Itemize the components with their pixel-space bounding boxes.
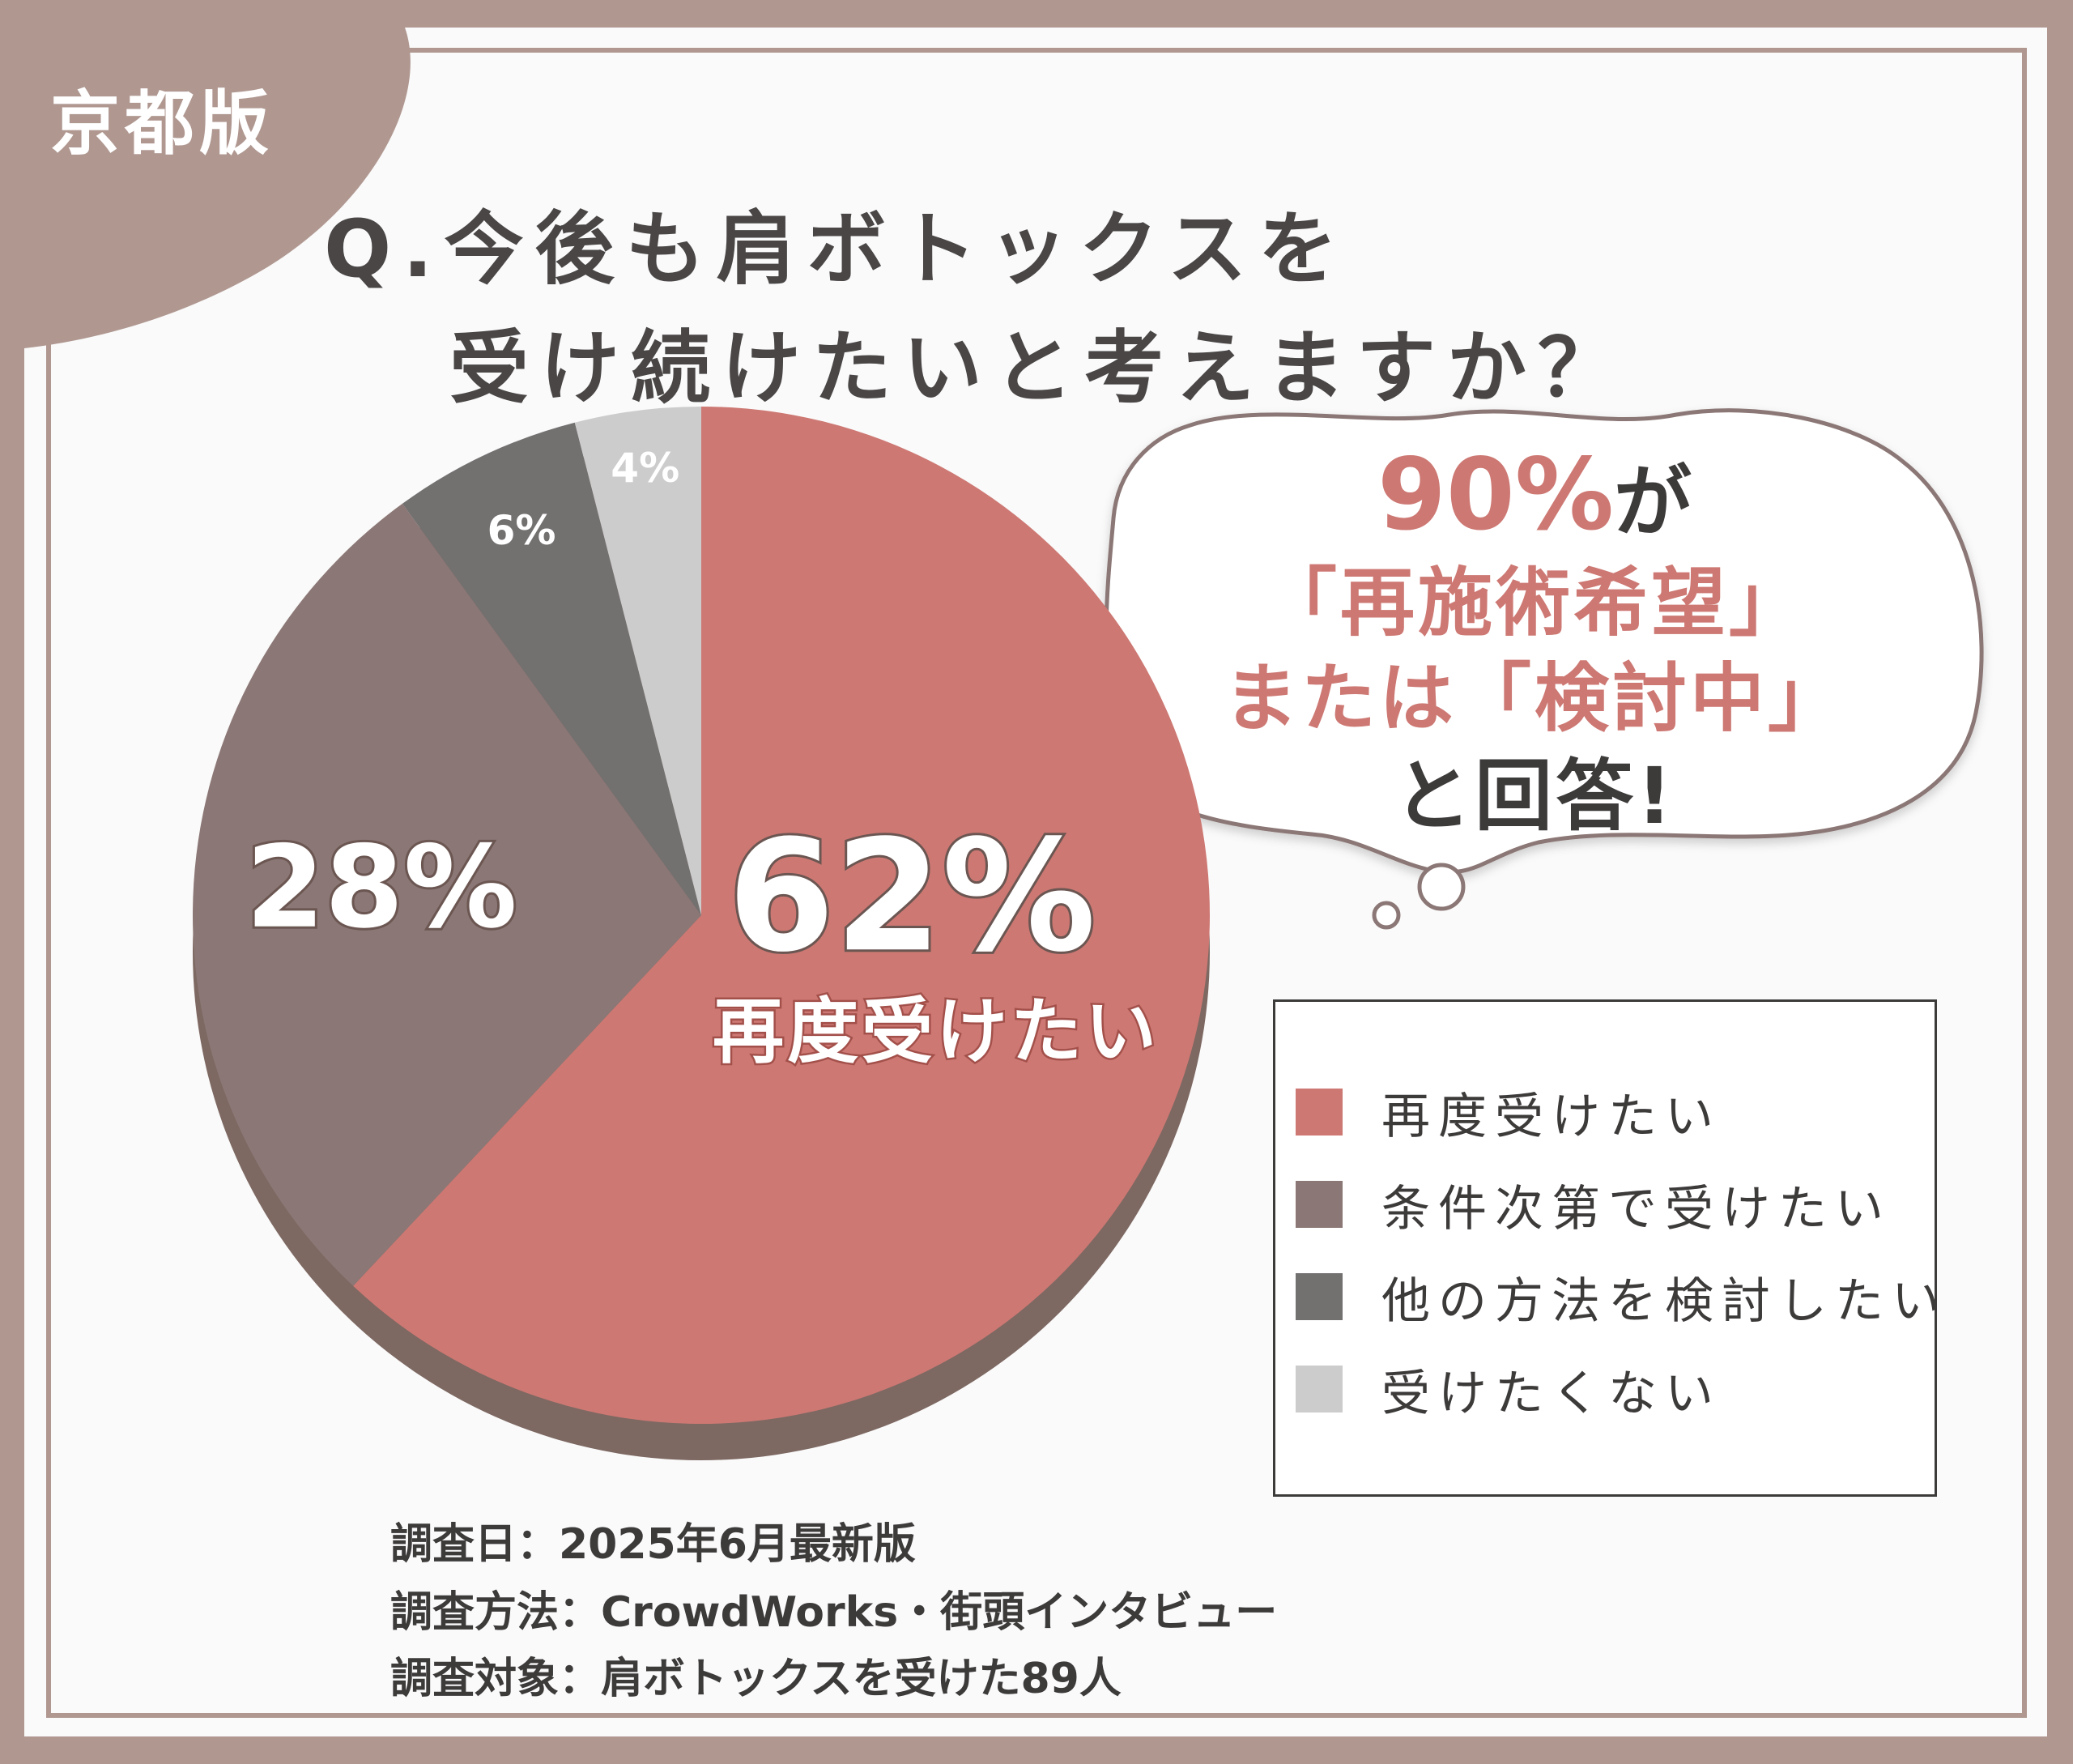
legend-label: 受けたくない — [1381, 1365, 1722, 1422]
question-title-line1: Q.今後も肩ボトックスを — [324, 203, 1349, 296]
pie-slice — [574, 407, 701, 915]
legend-label: 条件次第で受けたい — [1381, 1180, 1892, 1238]
callout-line1: 90%が — [1081, 437, 1988, 552]
corner-tab — [24, 28, 411, 348]
legend-swatch — [1296, 1366, 1343, 1412]
legend-item: 再度受けたい — [1296, 1080, 1722, 1145]
survey-method: 調査方法：CrowdWorks・街頭インタビュー — [390, 1588, 1278, 1637]
callout-line2: 「再施術希望」 — [1262, 560, 1807, 646]
pie-value-label: 6% — [487, 507, 556, 554]
region-badge: 京都版 — [50, 83, 274, 164]
legend-item: 条件次第で受けたい — [1296, 1172, 1892, 1238]
thought-dot-large — [1417, 863, 1466, 911]
legend-item: 受けたくない — [1296, 1357, 1722, 1422]
pie-chart — [192, 407, 1211, 1425]
pie-labels: 62% 28% 6% 4% 再度受けたい — [244, 445, 1160, 1075]
legend-item: 他の方法を検討したい — [1296, 1264, 1948, 1330]
pie-slice — [353, 407, 1211, 1425]
legend-label: 再度受けたい — [1381, 1088, 1722, 1145]
chart-legend: 再度受けたい 条件次第で受けたい 他の方法を検討したい 受けたくない — [1273, 999, 1940, 1497]
survey-target: 調査対象：肩ボトックスを受けた89人 — [390, 1655, 1122, 1703]
callout-line4: と回答! — [1394, 751, 1675, 842]
legend-swatch — [1296, 1273, 1343, 1320]
main-slice-caption: 再度受けたい — [713, 990, 1160, 1073]
legend-swatch — [1296, 1089, 1343, 1136]
pie-value-label: 4% — [611, 445, 679, 492]
callout-highlight: 90% — [1377, 437, 1614, 552]
pie-slice — [402, 422, 701, 915]
thought-dot-small — [1372, 901, 1401, 930]
pie-slice — [192, 503, 702, 1286]
legend-swatch — [1296, 1181, 1343, 1228]
callout-line3: または「検討中」 — [1223, 655, 1845, 742]
question-title-line2: 受け続けたいと考えますか？ — [449, 322, 1629, 415]
survey-date: 調査日：2025年6月最新版 — [390, 1520, 916, 1569]
inner-border — [46, 48, 2027, 1718]
pie-value-label: 28% — [246, 822, 517, 954]
legend-label: 他の方法を検討したい — [1381, 1272, 1948, 1330]
pie-value-label: 62% — [728, 807, 1096, 986]
callout-suffix: が — [1614, 457, 1692, 548]
